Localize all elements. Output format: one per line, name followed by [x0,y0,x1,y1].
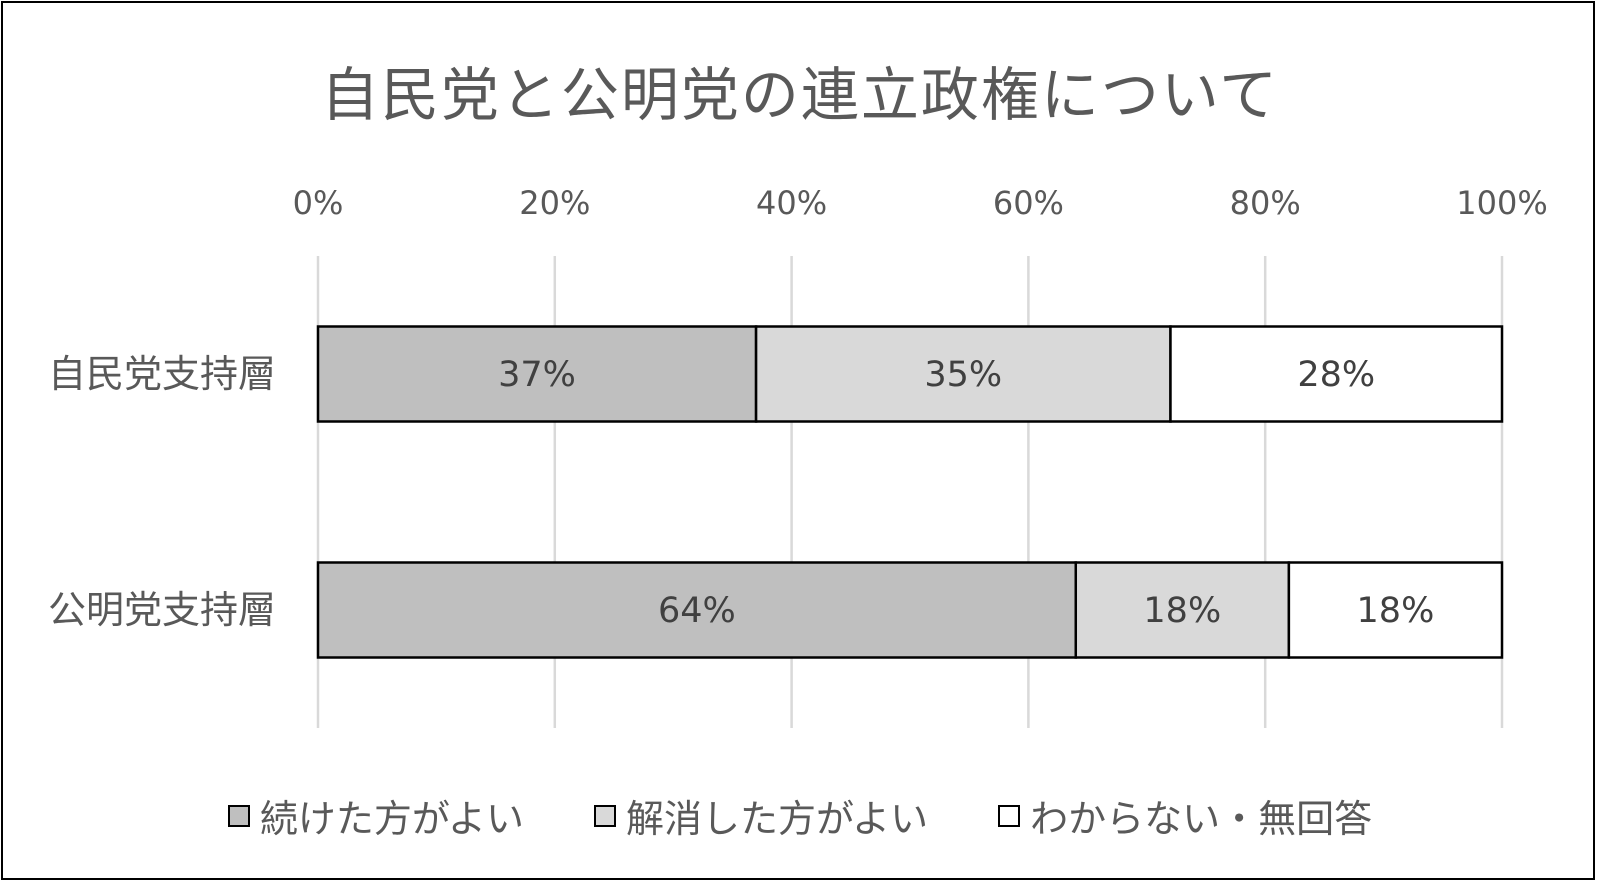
x-tick-label: 80% [1230,184,1301,222]
x-tick-label: 20% [519,184,590,222]
bars [316,325,1504,659]
data-label: 28% [1297,355,1375,395]
data-label: 64% [658,591,736,631]
legend-swatch [227,804,250,827]
legend-label: 続けた方がよい [259,797,524,841]
legend-label: 解消した方がよい [625,797,929,841]
x-tick-label: 60% [993,184,1064,222]
legend-swatch [998,804,1021,827]
legend-item: 解消した方がよい [593,788,929,843]
bar-segment [1169,325,1504,423]
bar-segment [316,325,758,423]
bar-segment [754,325,1172,423]
data-label: 18% [1143,591,1221,631]
legend-swatch [593,804,616,827]
legend-item: わからない・無回答 [998,788,1372,843]
x-tick-label: 100% [1456,184,1547,222]
category-label: 自民党支持層 [48,352,276,396]
data-label: 35% [924,355,1002,395]
data-label: 37% [498,355,576,395]
x-axis-ticks: 0% 20% 40% 60% 80% 100% [293,184,1548,222]
chart-title: 自民党と公明党の連立政権について [320,61,1280,129]
legend-item: 続けた方がよい [227,788,524,843]
data-labels: 37% 35% 28% 64% 18% 18% [498,355,1434,631]
x-tick-label: 40% [756,184,827,222]
bar-segment [1074,561,1291,659]
bar-segment [1287,561,1504,659]
bar-segment [316,561,1078,659]
category-label: 公明党支持層 [48,588,276,632]
legend-label: わからない・無回答 [1030,797,1373,841]
x-tick-label: 0% [293,184,344,222]
legend: 続けた方がよい 解消した方がよい わからない・無回答 [0,788,1600,843]
data-label: 18% [1357,591,1435,631]
